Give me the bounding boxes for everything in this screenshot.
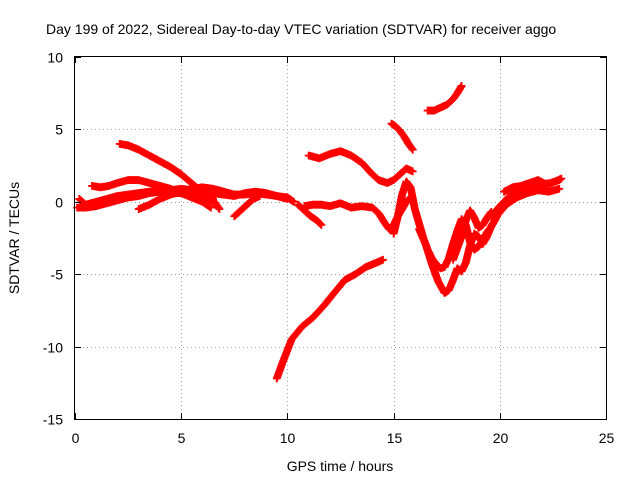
series-arc-13 (423, 82, 466, 115)
series-arc-3 (88, 176, 215, 212)
y-axis-label: SDTVAR / TECUs (6, 182, 22, 294)
series-arc-4 (115, 139, 217, 203)
y-tick-label: 0 (55, 195, 63, 211)
series-arc-16 (449, 206, 496, 264)
y-tick-label: -10 (43, 340, 63, 356)
grid (75, 57, 606, 419)
axis-ticks: 0 5 10 15 20 25 -15 -10 -5 0 5 10 (43, 50, 615, 447)
data-point (289, 197, 298, 206)
data-point (379, 255, 387, 264)
y-tick-label: 5 (55, 122, 63, 138)
x-tick-label: 20 (493, 430, 509, 446)
y-tick-label: -15 (43, 412, 63, 428)
data-series (73, 82, 566, 383)
series-arc-18 (500, 174, 566, 196)
data-point (317, 221, 326, 229)
series-arc-7 (230, 192, 264, 221)
data-marker (316, 219, 325, 228)
y-tick-label: -5 (51, 267, 64, 283)
x-axis-label: GPS time / hours (287, 458, 394, 474)
series-arc-11 (304, 147, 417, 187)
x-tick-label: 15 (387, 430, 403, 446)
data-point (215, 205, 224, 213)
x-tick-label: 10 (280, 430, 296, 446)
data-point (557, 174, 566, 183)
x-tick-label: 25 (599, 430, 615, 446)
data-point (408, 167, 417, 176)
plot-frame (74, 56, 607, 420)
series-arc-12 (387, 119, 417, 154)
data-point (255, 192, 264, 200)
data-point (408, 145, 417, 154)
x-tick-label: 0 (72, 430, 80, 446)
data-point (283, 195, 292, 203)
series-arc-8 (272, 255, 387, 383)
data-point (457, 82, 466, 90)
x-tick-label: 5 (178, 430, 186, 446)
y-tick-label: 10 (47, 50, 63, 66)
data-point (207, 203, 215, 212)
series-arc-15 (415, 184, 564, 297)
series-arc-10 (294, 200, 326, 229)
data-point (555, 184, 564, 193)
chart-title: Day 199 of 2022, Sidereal Day-to-day VTE… (46, 21, 556, 37)
